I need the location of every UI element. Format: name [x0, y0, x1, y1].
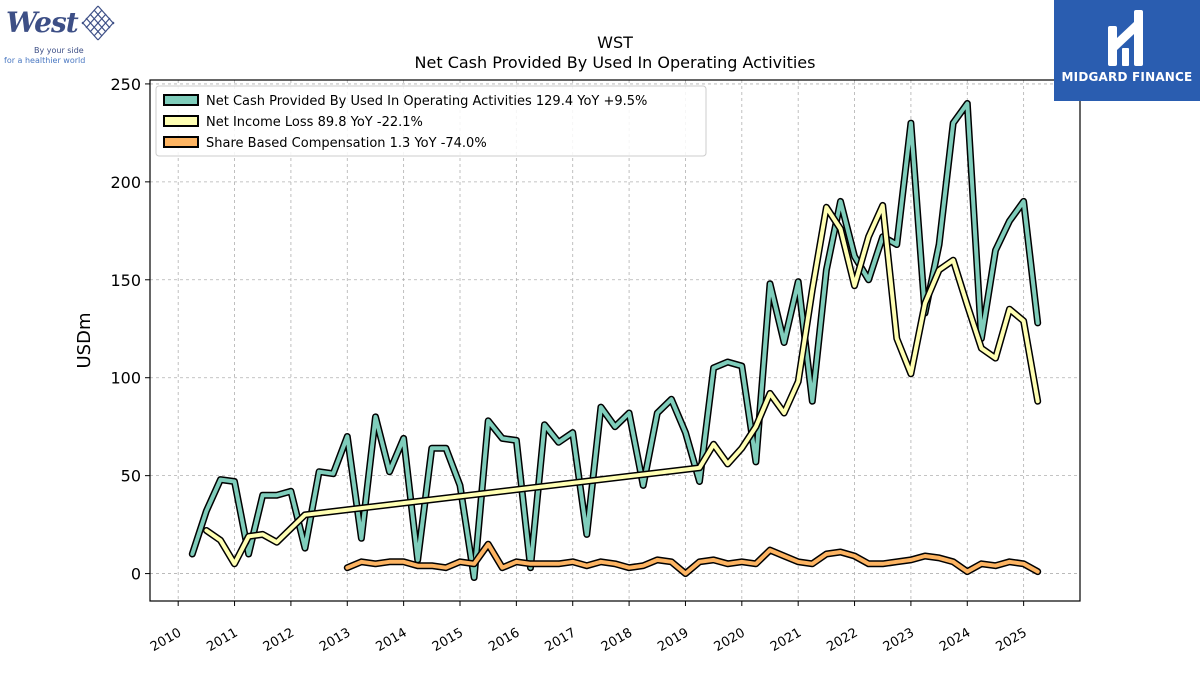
series-line [190, 101, 1040, 580]
x-tick-label: 2023 [881, 625, 917, 655]
legend-swatch [163, 94, 199, 106]
midgard-finance-name: MIDGARD FINANCE [1061, 70, 1193, 84]
x-tick-label: 2014 [373, 625, 409, 655]
x-tick-label: 2012 [261, 625, 297, 655]
x-tick-label: 2017 [543, 625, 579, 655]
y-axis-label: USDm [74, 313, 95, 369]
x-tick-label: 2015 [430, 625, 466, 655]
west-tagline-1: By your side [34, 46, 84, 55]
x-tick-label: 2010 [148, 625, 184, 655]
y-tick-label: 200 [110, 173, 141, 192]
y-tick-label: 0 [131, 565, 141, 584]
series-line [345, 542, 1040, 576]
y-tick-label: 100 [110, 369, 141, 388]
x-tick-label: 2016 [486, 625, 522, 655]
legend: Net Cash Provided By Used In Operating A… [155, 85, 707, 157]
axes: 0 50 100 150 200 250 2010 2011 2012 2013 2014 2015 2… [110, 75, 1029, 655]
legend-entry: Net Income Loss 89.8 YoY -22.1% [206, 115, 423, 130]
x-tick-label: 2025 [993, 625, 1029, 655]
x-tick-label: 2020 [712, 625, 748, 655]
series-2 [202, 201, 1042, 568]
y-tick-label: 250 [110, 75, 141, 94]
x-tick-label: 2021 [768, 625, 804, 655]
x-tick-label: 2022 [824, 625, 860, 655]
west-logo: West By your side for a healthier world [4, 4, 116, 68]
y-tick-label: 50 [121, 467, 141, 486]
plot-frame [149, 79, 1081, 602]
x-tick-label: 2013 [317, 625, 353, 655]
y-tick-label: 150 [110, 271, 141, 290]
legend-box [155, 85, 707, 157]
series-1 [188, 100, 1042, 581]
x-tick-label: 2018 [599, 625, 635, 655]
chart-subtitle: Net Cash Provided By Used In Operating A… [415, 53, 816, 72]
series-3 [343, 540, 1042, 578]
legend-entry: Net Cash Provided By Used In Operating A… [206, 94, 647, 109]
x-tick-label: 2011 [204, 625, 240, 655]
west-logo-wordmark: West [6, 6, 79, 39]
midgard-finance-logo: MIDGARD FINANCE [1054, 0, 1200, 101]
legend-swatch [163, 136, 199, 148]
grid [150, 80, 1080, 601]
legend-swatch [163, 115, 199, 127]
x-tick-label: 2019 [655, 625, 691, 655]
series-layer [188, 100, 1042, 581]
x-tick-label: 2024 [937, 625, 973, 655]
west-diamond-icon [81, 5, 115, 41]
series-line [204, 203, 1040, 566]
west-tagline-2: for a healthier world [4, 56, 86, 65]
chart-title: WST [597, 33, 633, 52]
midgard-mark-icon [1108, 10, 1143, 66]
legend-entry: Share Based Compensation 1.3 YoY -74.0% [206, 136, 487, 151]
